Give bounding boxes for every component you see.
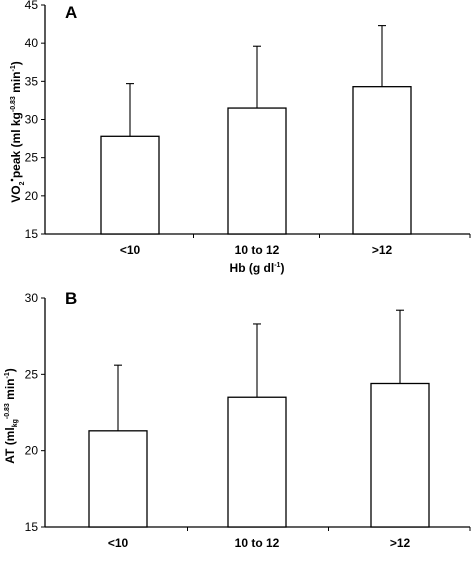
- panel-b-y-tick-label: 25: [25, 367, 39, 381]
- panel-a-xlabel-sup: -1: [274, 262, 280, 269]
- panel-b-chart: B 15 20 25 30 <10 10 to 12 >12 AT (mlkg-0.83 …: [3, 289, 471, 550]
- panel-a-y-tick-label: 40: [25, 36, 39, 50]
- panel-a-x-axis-title: Hb (g dl-1): [230, 261, 285, 275]
- panel-b-ylabel-sub: kg: [12, 419, 19, 427]
- panel-b-label: B: [65, 289, 77, 308]
- panel-a-bars: [100, 86, 412, 235]
- panel-a-ylabel-o-sub: 2: [19, 181, 26, 185]
- panel-b-y-tick-label: 30: [25, 291, 39, 305]
- panel-b-x-tick-label: 10 to 12: [235, 536, 280, 550]
- panel-a-x-tick-label: >12: [372, 243, 393, 257]
- panel-b-error-bars: [114, 309, 404, 431]
- panel-a-y-tick-label: 30: [25, 113, 39, 127]
- panel-b-bars: [88, 382, 430, 528]
- panel-a-y-tick-label: 15: [25, 227, 39, 241]
- panel-a-y-ticks: 15 20 25 30 35 40 45: [25, 0, 45, 241]
- panel-b-y-tick-label: 15: [25, 520, 39, 534]
- panel-a-y-tick-label: 35: [25, 74, 39, 88]
- panel-a-error-bars: [126, 25, 386, 137]
- panel-b-y-ticks: 15 20 25 30: [25, 291, 45, 534]
- panel-b-bar: [370, 382, 430, 528]
- panel-a-ylabel-sup1: -0.83: [10, 96, 17, 112]
- panel-a-bar: [100, 135, 160, 235]
- panel-b-y-tick-label: 20: [25, 444, 39, 458]
- panel-a-bar: [227, 107, 287, 235]
- panel-a-v-dot: [10, 178, 14, 182]
- panel-a-ylabel-close: ): [9, 61, 23, 65]
- panel-b-x-tick-label: >12: [390, 536, 411, 550]
- panel-b-y-axis-title: AT (mlkg-0.83 min-1): [3, 368, 19, 464]
- panel-a-ylabel-o: O: [9, 185, 23, 194]
- panel-a-chart: A 15 20 25 30 35 40 45 <10 10 to 12 >12 VO2 peak…: [9, 0, 471, 275]
- panel-a-ylabel-sup2: -1: [10, 65, 17, 71]
- panel-b-ylabel-main: AT (ml: [3, 427, 17, 463]
- panel-a-ylabel-mid: peak (ml kg: [9, 112, 23, 181]
- panel-a-x-tick-label: <10: [120, 243, 141, 257]
- panel-b-ylabel-sup1: -0.83: [4, 403, 11, 419]
- panel-a-xlabel-close: ): [280, 261, 284, 275]
- panel-b-bar: [227, 396, 287, 528]
- panel-b-ylabel-sup2: -1: [4, 372, 11, 378]
- panel-b-x-tick-labels: <10 10 to 12 >12: [108, 536, 411, 550]
- panel-a-bar: [352, 86, 412, 235]
- panel-a-label: A: [65, 3, 77, 22]
- panel-a-x-tick-label: 10 to 12: [235, 243, 280, 257]
- panel-a-xlabel-main: Hb (g dl: [230, 261, 275, 275]
- panel-b-ylabel-close: ): [3, 368, 17, 372]
- panel-a-x-tick-labels: <10 10 to 12 >12: [120, 243, 393, 257]
- panel-b-ylabel-end: min: [3, 378, 17, 403]
- panel-a-y-axis-title: VO2 peak (ml kg-0.83 min-1): [9, 61, 26, 203]
- panel-b-bar: [88, 430, 148, 528]
- panel-b-x-tick-label: <10: [108, 536, 129, 550]
- panel-a-ylabel-v: V: [9, 195, 23, 203]
- panel-a-y-tick-label: 45: [25, 0, 39, 12]
- panel-a-y-tick-label: 20: [25, 189, 39, 203]
- panel-a-ylabel-end: min: [9, 71, 23, 96]
- panel-a-y-tick-label: 25: [25, 151, 39, 165]
